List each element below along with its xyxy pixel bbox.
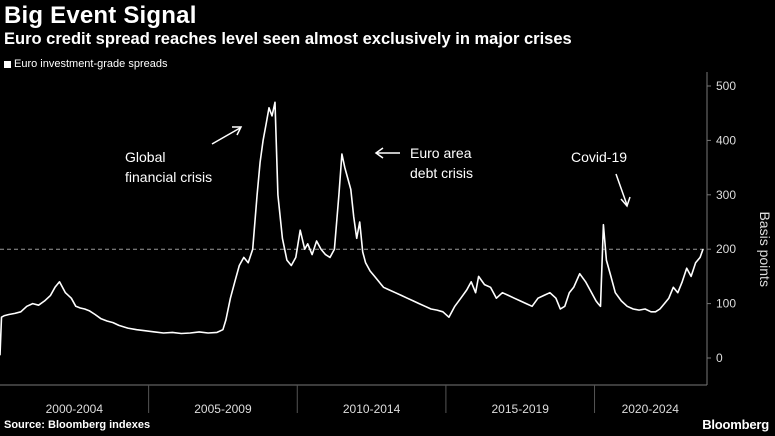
annotation-euro-line1: Euro area <box>410 145 472 161</box>
y-tick-label: 500 <box>716 79 736 93</box>
chart-title: Big Event Signal <box>4 2 197 29</box>
legend-swatch-icon <box>4 60 11 68</box>
source-note: Source: Bloomberg indexes <box>4 419 151 431</box>
y-tick-label: 0 <box>716 351 723 365</box>
y-axis-label: Basis points <box>757 211 773 286</box>
y-tick-label: 400 <box>716 133 736 147</box>
x-period-label: 2020-2024 <box>622 402 680 416</box>
bloomberg-logo: Bloomberg <box>702 417 769 432</box>
x-period-label: 2015-2019 <box>492 402 550 416</box>
x-period-label: 2000-2004 <box>46 402 104 416</box>
annotation-euro-line2: debt crisis <box>410 165 473 181</box>
legend-entry: Euro investment-grade spreads <box>14 58 168 70</box>
y-tick-label: 300 <box>716 188 736 202</box>
annotation-euro-arrowhead-icon <box>374 147 384 159</box>
annotation-covid: Covid-19 <box>571 149 627 165</box>
x-period-label: 2010-2014 <box>343 402 401 416</box>
series-line-euro-ig-spreads <box>0 101 704 356</box>
chart-legend: Euro investment-grade spreads <box>4 58 167 70</box>
chart-subtitle: Euro credit spread reaches level seen al… <box>4 30 572 48</box>
annotation-covid-arrow <box>615 173 628 206</box>
annotation-covid-arrowhead-icon <box>620 196 631 208</box>
x-period-label: 2005-2009 <box>194 402 252 416</box>
annotation-gfc-arrowhead-icon <box>232 126 243 136</box>
annotation-gfc-line1: Global <box>125 149 165 165</box>
annotation-gfc-arrow <box>211 127 241 145</box>
y-tick-label: 200 <box>716 242 736 256</box>
y-tick-label: 100 <box>716 297 736 311</box>
annotation-gfc-line2: financial crisis <box>125 169 212 185</box>
